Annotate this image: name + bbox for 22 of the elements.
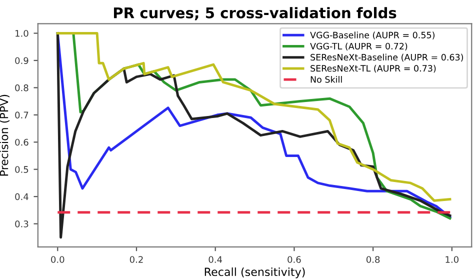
legend-label: SEResNeXt-Baseline (AUPR = 0.63)	[310, 54, 464, 62]
x-tick-label: 0.0	[51, 256, 64, 263]
y-tick-label: 0.7	[15, 112, 28, 118]
x-axis-title: Recall (sensitivity)	[204, 267, 305, 278]
y-axis-title: Precision (PPV)	[0, 94, 10, 176]
x-tick-label: 1.0	[446, 256, 458, 263]
x-tick-label: 0.8	[366, 256, 380, 263]
legend-label: No Skill	[310, 76, 342, 83]
y-tick-label: 0.3	[15, 220, 28, 228]
y-tick-label: 0.5	[15, 166, 28, 173]
x-tick-label: 0.4	[208, 256, 222, 263]
y-tick-label: 0.4	[15, 193, 28, 200]
chart-title: PR curves; 5 cross-validation folds	[114, 7, 396, 20]
legend-label: VGG-Baseline (AUPR = 0.55)	[310, 32, 434, 40]
y-tick-label: 0.8	[15, 84, 28, 92]
y-tick-label: 0.6	[15, 138, 28, 146]
x-tick-label: 0.2	[130, 256, 143, 263]
y-tick-label: 1.0	[16, 30, 28, 37]
legend-label: SEResNeXt-TL (AUPR = 0.73)	[310, 64, 436, 73]
legend-label: VGG-TL (AUPR = 0.72)	[310, 42, 408, 50]
x-tick-label: 0.6	[288, 256, 301, 263]
y-tick-label: 0.9	[15, 57, 28, 64]
